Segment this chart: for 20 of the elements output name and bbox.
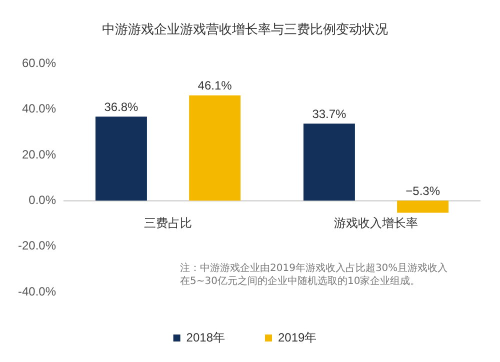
x-tick-label: 游戏收入增长率 [334,216,418,230]
legend-label: 2019年 [278,330,317,344]
annotation: 注：中游游戏企业由2019年游戏收入占比超30%且游戏收入在5~30亿元之间的企业中随机选取的10家企业组成。 [180,262,449,288]
y-tick-label: 40.0% [22,102,56,116]
y-tick-label: -40.0% [18,284,56,298]
bar [95,116,147,201]
data-label: −5.3% [406,184,440,198]
data-label: 46.1% [198,78,232,93]
bar [397,200,449,213]
data-label: 36.8% [104,100,139,114]
bar [303,124,355,201]
y-tick-label: 60.0% [22,56,56,70]
data-label: 33.7% [312,106,347,121]
legend-label: 2018年 [186,330,226,344]
y-tick-label: 0.0% [28,192,56,207]
y-tick-label: -20.0% [18,238,56,253]
chart-title: 中游游戏企业游戏营收增长率与三费比例变动状况 [102,21,388,36]
y-tick-label: 20.0% [22,147,56,162]
x-tick-label: 三费占比 [144,216,192,230]
bar [189,95,241,201]
